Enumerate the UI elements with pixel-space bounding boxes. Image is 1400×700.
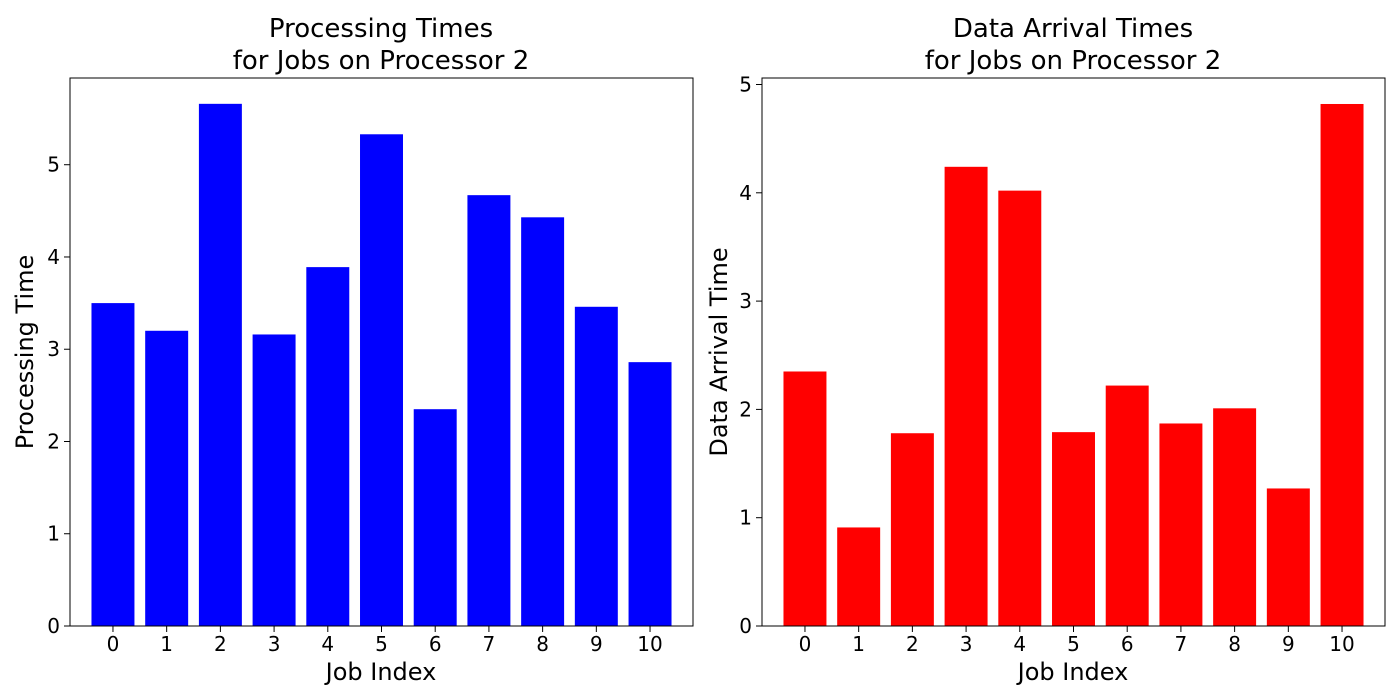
x-tick-label: 2	[906, 632, 919, 656]
x-tick-label: 1	[160, 632, 173, 656]
plot-area: 0 1 2 3 4 5 6 7 8 9 10 0 1 2 3 4 5	[47, 103, 672, 656]
x-tick-label: 8	[1228, 632, 1241, 656]
x-tick-label: 10	[1329, 632, 1354, 656]
chart-title-line-2: for Jobs on Processor 2	[233, 46, 530, 76]
x-tick-label: 3	[960, 632, 973, 656]
bar-4	[998, 190, 1042, 626]
axes-frame	[69, 77, 694, 627]
x-tick-label: 5	[1067, 632, 1080, 656]
x-tick-label: 6	[1121, 632, 1134, 656]
y-tick-label: 1	[739, 506, 752, 530]
y-axis-label: Processing Time	[11, 255, 39, 450]
bar-7	[467, 195, 511, 626]
axes-frame	[761, 77, 1386, 627]
x-tick-label: 0	[799, 632, 812, 656]
x-tick-label: 9	[1282, 632, 1295, 656]
y-axis-label: Data Arrival Time	[705, 247, 733, 456]
x-tick-label: 7	[483, 632, 496, 656]
bar-5	[1052, 432, 1095, 626]
x-axis-label: Job Index	[324, 658, 437, 686]
bar-8	[521, 217, 565, 626]
plot-area: 0 1 2 3 4 5 6 7 8 9 10 0 1 2 3 4 5	[739, 72, 1364, 656]
y-tick-label: 0	[739, 614, 752, 638]
bar-3	[944, 166, 988, 626]
x-tick-label: 0	[107, 632, 120, 656]
bar-9	[574, 306, 618, 626]
data-arrival-times-chart: Data Arrival Times for Jobs on Processor…	[705, 14, 1386, 686]
y-tick-label: 2	[739, 397, 752, 421]
bar-6	[413, 409, 457, 626]
y-tick-label: 5	[739, 72, 752, 96]
y-tick-label: 5	[47, 153, 60, 177]
x-tick-label: 5	[375, 632, 388, 656]
bar-9	[1266, 488, 1310, 626]
x-tick-label: 3	[268, 632, 281, 656]
y-tick-label: 2	[47, 429, 60, 453]
y-tick-label: 3	[47, 337, 60, 361]
bar-10	[628, 362, 672, 626]
processing-times-chart: Processing Times for Jobs on Processor 2…	[11, 14, 694, 686]
bar-2	[198, 103, 242, 626]
chart-title-line-2: for Jobs on Processor 2	[925, 46, 1222, 76]
bar-0	[91, 303, 135, 626]
x-tick-label: 6	[429, 632, 442, 656]
y-tick-label: 3	[739, 289, 752, 313]
bar-10	[1320, 103, 1364, 627]
x-tick-label: 9	[590, 632, 603, 656]
chart-title-line-1: Processing Times	[269, 14, 493, 44]
bar-1	[837, 527, 881, 626]
y-tick-label: 4	[739, 181, 752, 205]
bar-3	[252, 334, 296, 626]
x-tick-label: 8	[536, 632, 549, 656]
y-tick-label: 0	[47, 614, 60, 638]
bar-8	[1213, 408, 1257, 626]
y-tick-label: 1	[47, 522, 60, 546]
y-tick-label: 4	[47, 245, 60, 269]
x-axis-label: Job Index	[1016, 658, 1129, 686]
x-tick-label: 4	[321, 632, 334, 656]
bar-6	[1105, 385, 1149, 626]
bar-7	[1159, 423, 1203, 626]
chart-title-line-1: Data Arrival Times	[953, 14, 1193, 44]
x-tick-label: 4	[1013, 632, 1026, 656]
bar-1	[145, 330, 189, 626]
x-tick-label: 7	[1175, 632, 1188, 656]
bar-2	[890, 433, 934, 626]
x-tick-label: 1	[852, 632, 865, 656]
bar-5	[360, 134, 403, 626]
bar-0	[783, 371, 827, 626]
x-tick-label: 2	[214, 632, 227, 656]
x-tick-label: 10	[637, 632, 662, 656]
bar-4	[306, 267, 350, 626]
